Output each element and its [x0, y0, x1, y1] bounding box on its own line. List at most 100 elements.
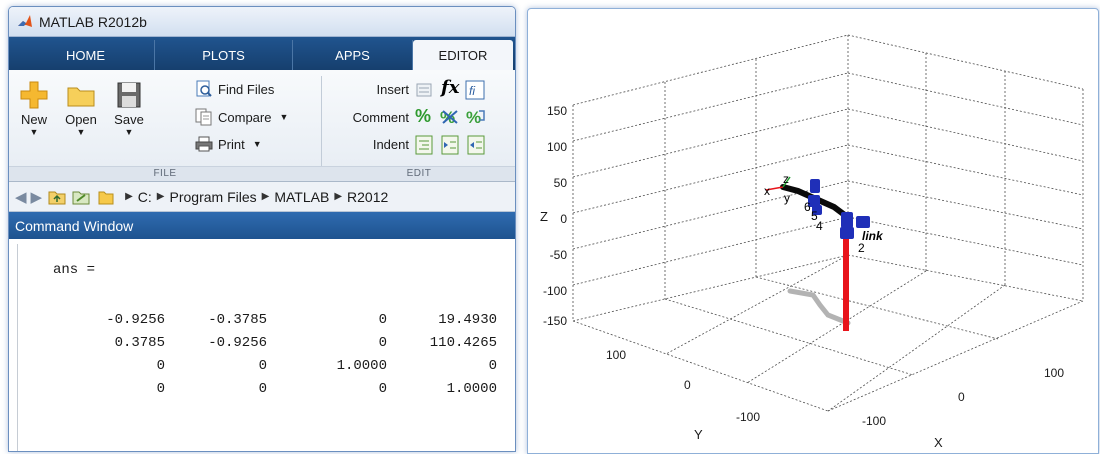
breadcrumb-separator-icon: ▶: [261, 191, 270, 202]
z-tick-label: -100: [543, 284, 567, 298]
z-tick-label: 50: [554, 176, 568, 190]
title-bar: MATLAB R2012b: [9, 7, 515, 37]
command-window-output[interactable]: ans = -0.9256 -0.3785 0 19.4930 0.3785 -…: [9, 240, 515, 451]
matrix-row: 0 0 0 1.0000: [9, 381, 509, 401]
chevron-down-icon: ▼: [29, 127, 39, 137]
breadcrumb-separator-icon: ▶: [334, 191, 343, 202]
insert-function-icon[interactable]: fi: [465, 80, 485, 100]
x-axis-label: X: [934, 435, 943, 450]
z-tick-label: -150: [543, 314, 567, 328]
command-window-header: Command Window: [9, 212, 515, 239]
robot-label-x: x: [764, 184, 770, 198]
print-label: Print: [218, 136, 245, 152]
breadcrumb-version[interactable]: R2012: [347, 188, 389, 205]
smart-indent-icon[interactable]: [415, 135, 433, 155]
breadcrumb-drive[interactable]: C:: [137, 188, 152, 205]
compare-button[interactable]: Compare ▼: [195, 108, 288, 126]
ee-x-axis: [765, 186, 784, 191]
save-button[interactable]: Save ▼: [109, 80, 149, 137]
print-button[interactable]: Print ▼: [195, 135, 262, 153]
comment-label[interactable]: Comment: [352, 110, 409, 125]
y-tick-label: 100: [606, 348, 626, 362]
tab-editor[interactable]: EDITOR: [413, 40, 513, 70]
robot-3d-plot[interactable]: x z y 6 5 4 2 link 150 100 50 0 -50 -100…: [528, 9, 1099, 454]
matrix-cell: -0.3785: [208, 312, 267, 328]
chevron-down-icon: ▼: [76, 127, 86, 137]
compare-label: Compare: [218, 109, 272, 125]
open-button[interactable]: Open ▼: [59, 80, 103, 137]
insert-section-icon[interactable]: [415, 81, 433, 99]
new-button[interactable]: New ▼: [15, 80, 53, 137]
matrix-cell: -0.9256: [208, 335, 267, 351]
tab-home[interactable]: HOME: [17, 40, 155, 70]
x-axis-ticks: -100 0 100: [862, 366, 1064, 428]
edit-group-label: EDIT: [406, 168, 432, 179]
matrix-cell: 1.0000: [336, 358, 387, 374]
browse-folder-icon[interactable]: [72, 189, 90, 205]
x-tick-label: -100: [862, 414, 886, 428]
robot-labels: x z y 6 5 4 2 link: [764, 172, 884, 255]
wrap-comments-icon[interactable]: %: [465, 107, 487, 127]
plot-grid: [572, 34, 1084, 412]
svg-text:fi: fi: [469, 84, 475, 98]
robot-label-joint-4: 4: [816, 219, 823, 233]
tab-apps[interactable]: APPS: [293, 40, 413, 70]
z-tick-label: -50: [550, 248, 568, 262]
back-arrow-icon[interactable]: ◀: [15, 188, 27, 206]
z-tick-label: 0: [560, 212, 567, 226]
ribbon-group-footer: [9, 166, 515, 181]
ribbon: New ▼ Open ▼ Save ▼: [9, 70, 515, 182]
increase-indent-icon[interactable]: [441, 135, 459, 155]
z-tick-label: 150: [547, 104, 567, 118]
tab-plots[interactable]: PLOTS: [155, 40, 293, 70]
save-label: Save: [114, 112, 144, 127]
window-title: MATLAB R2012b: [39, 13, 147, 30]
matrix-cell: 0: [378, 335, 387, 351]
find-files-button[interactable]: Find Files: [195, 80, 274, 98]
robot-label-joint-2: 2: [858, 241, 865, 255]
new-plus-icon: [20, 81, 48, 109]
command-window-gutter: [17, 244, 25, 451]
breadcrumb-matlab[interactable]: MATLAB: [274, 188, 330, 205]
chevron-down-icon: ▼: [279, 112, 289, 122]
robot-label-joint-6: 6: [804, 200, 811, 214]
insert-label[interactable]: Insert: [376, 82, 409, 97]
find-files-icon: [196, 80, 212, 97]
new-label: New: [20, 112, 47, 127]
fx-icon[interactable]: fx: [441, 77, 460, 98]
breadcrumb-separator-icon: ▶: [125, 191, 133, 202]
matrix-cell: 0: [258, 358, 267, 374]
folder-icon: [67, 87, 95, 107]
breadcrumb-program-files[interactable]: Program Files: [169, 188, 257, 205]
comment-percent-icon[interactable]: %: [415, 106, 432, 126]
ee-z-axis: [782, 176, 791, 188]
matrix-cell: 0: [378, 312, 387, 328]
x-tick-label: 100: [1044, 366, 1064, 380]
matrix-cell: 0: [156, 358, 165, 374]
matrix-row: -0.9256 -0.3785 0 19.4930: [9, 312, 509, 332]
matrix-row: 0.3785 -0.9256 0 110.4265: [9, 335, 509, 355]
up-folder-icon[interactable]: [48, 189, 66, 205]
compare-icon: [195, 108, 212, 126]
svg-text:%: %: [466, 108, 481, 127]
matrix-cell: 0: [258, 381, 267, 397]
figure-window: x z y 6 5 4 2 link 150 100 50 0 -50 -100…: [527, 8, 1099, 454]
toolstrip-tabs: HOME PLOTS APPS EDITOR: [9, 37, 515, 70]
matrix-cell: 0: [378, 381, 387, 397]
floppy-disk-icon: [117, 82, 141, 108]
matrix-cell: 0: [156, 381, 165, 397]
printer-icon: [195, 136, 213, 152]
robot-shadow: [787, 288, 851, 326]
decrease-indent-icon[interactable]: [467, 135, 485, 155]
robot-label-joint-5: 5: [811, 209, 818, 223]
matrix-row: 0 0 1.0000 0: [9, 358, 509, 378]
indent-label[interactable]: Indent: [372, 137, 409, 152]
forward-arrow-icon[interactable]: ▶: [30, 188, 43, 206]
robot-label-y: y: [784, 191, 790, 205]
chevron-down-icon: ▼: [124, 127, 134, 137]
find-files-label: Find Files: [218, 81, 275, 97]
svg-text:%: %: [440, 108, 455, 127]
folder-icon: [98, 191, 114, 204]
matrix-cell: 0: [488, 358, 497, 374]
uncomment-icon[interactable]: %: [439, 107, 461, 127]
